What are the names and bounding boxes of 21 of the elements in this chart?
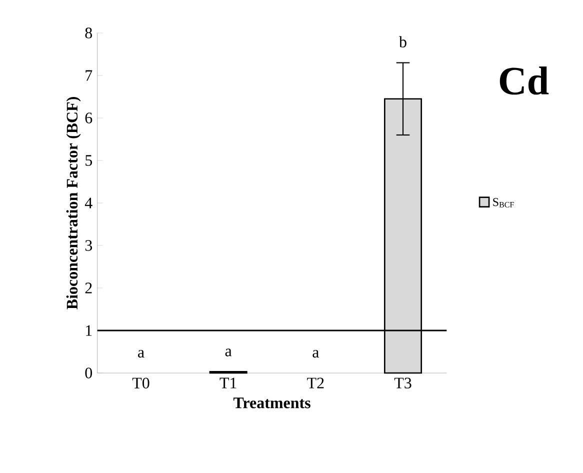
y-tick-label: 7 [86, 70, 92, 81]
x-tick-label: T1 [220, 378, 236, 388]
x-tick-label: T3 [394, 378, 412, 388]
annotation: a [138, 350, 144, 358]
y-tick-label: 8 [85, 28, 92, 38]
legend-label: S$_{BCF}$ [493, 198, 514, 208]
y-tick-label: 0 [85, 368, 92, 378]
x-axis-title: Treatments [233, 398, 310, 408]
y-tick-label: 1 [86, 325, 92, 336]
annotation: a [225, 348, 232, 356]
x-tick-label: T0 [132, 378, 150, 388]
y-tick-label: 3 [85, 240, 92, 251]
text: Cd [500, 66, 549, 95]
annotation: b [399, 36, 406, 48]
y-tick-label: 4 [84, 198, 92, 208]
y-tick-label: 6 [85, 112, 92, 124]
x-tick-label: T2 [307, 378, 324, 388]
y-tick-label: 2 [85, 282, 92, 294]
annotation: a [312, 350, 319, 358]
y-axis-title: Bioconcentration Factor (BCF) [66, 97, 81, 310]
y-tick-label: 5 [86, 155, 92, 166]
